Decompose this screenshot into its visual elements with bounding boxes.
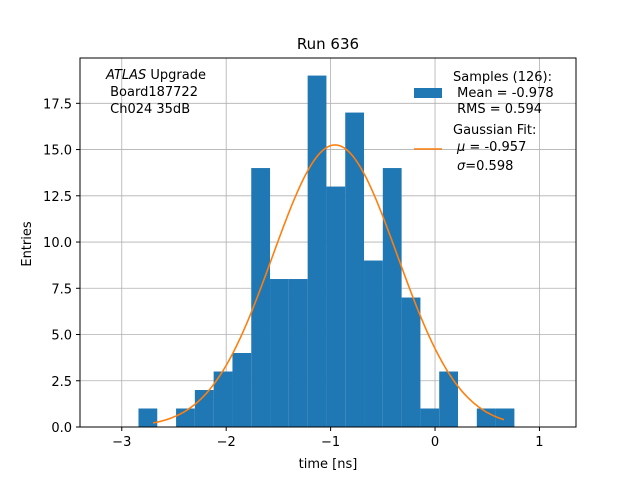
atlas-annotation: ATLAS Upgrade Board187722 Ch024 35dB <box>105 68 206 117</box>
legend-sigma-symbol: σ <box>457 159 466 174</box>
legend-hist-swatch <box>414 88 442 98</box>
annotation-upgrade: Upgrade <box>146 68 206 83</box>
histogram-bar-15 <box>382 168 402 428</box>
histogram-bar-7 <box>232 353 252 427</box>
legend-hist-line-1: Samples (126): <box>453 70 552 85</box>
y-tick-label-3: 7.5 <box>51 282 72 297</box>
y-tick-label-6: 15.0 <box>43 144 72 159</box>
legend-hist-line-3: RMS = 0.594 <box>453 102 542 117</box>
histogram-bar-16 <box>401 297 421 427</box>
y-tick-label-0: 0.0 <box>51 421 72 436</box>
histogram-bar-10 <box>288 279 308 427</box>
histogram-bar-9 <box>270 279 289 427</box>
y-tick-label-2: 5.0 <box>51 329 72 344</box>
histogram-bar-21 <box>495 408 515 427</box>
y-tick-label-7: 17.5 <box>43 97 72 112</box>
chart-title: Run 636 <box>297 35 359 53</box>
x-tick-label-1: −2 <box>217 435 236 450</box>
legend-mu-symbol: μ <box>456 140 465 155</box>
x-tick-label-3: 0 <box>431 435 439 450</box>
legend-fit-line-1: Gaussian Fit: <box>453 123 536 138</box>
histogram-bars <box>138 75 515 428</box>
x-axis-ticks: −3 −2 −1 0 1 <box>112 427 544 450</box>
y-tick-label-5: 12.5 <box>43 190 72 205</box>
legend-hist-line-2: Mean = -0.978 <box>453 86 554 101</box>
histogram-bar-8 <box>251 168 271 428</box>
x-tick-label-0: −3 <box>112 435 131 450</box>
legend-sigma-value: =0.598 <box>465 159 513 174</box>
annotation-board: Board187722 <box>106 85 198 100</box>
annotation-line-1: ATLAS Upgrade <box>105 68 206 83</box>
histogram-bar-17 <box>420 408 440 427</box>
histogram-bar-14 <box>364 260 383 427</box>
histogram-bar-20 <box>476 408 496 427</box>
y-axis-label: Entries <box>20 221 35 267</box>
y-tick-label-4: 10.0 <box>43 236 72 251</box>
x-tick-label-2: −1 <box>321 435 340 450</box>
legend-fit-mu: μ = -0.957 <box>456 140 526 155</box>
annotation-channel: Ch024 35dB <box>106 102 190 117</box>
legend-fit-sigma: σ=0.598 <box>457 159 513 174</box>
x-axis-label: time [ns] <box>299 457 358 472</box>
y-tick-label-1: 2.5 <box>51 375 72 390</box>
histogram-bar-12 <box>326 186 346 427</box>
histogram-bar-18 <box>439 371 459 427</box>
annotation-atlas: ATLAS <box>105 68 146 83</box>
histogram-bar-6 <box>213 371 233 427</box>
x-tick-label-4: 1 <box>535 435 543 450</box>
histogram-bar-11 <box>307 75 327 428</box>
y-axis-ticks: 0.0 2.5 5.0 7.5 10.0 12.5 15.0 17.5 <box>43 97 80 436</box>
legend-mu-value: = -0.957 <box>465 140 526 155</box>
gaussian-fit-curve-group <box>152 144 505 424</box>
gaussian-fit-curve <box>152 144 505 424</box>
histogram-bar-2 <box>138 408 158 427</box>
histogram-bar-13 <box>345 112 365 428</box>
legend: Samples (126): Mean = -0.978 RMS = 0.594… <box>414 70 554 174</box>
